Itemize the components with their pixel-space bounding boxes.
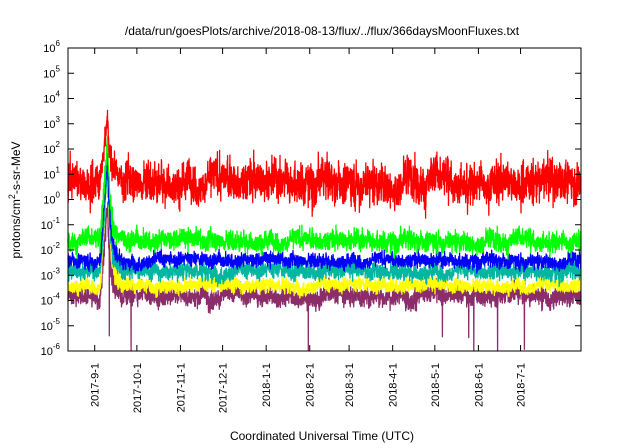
y-tick-label: 102 bbox=[43, 140, 60, 156]
x-tick-label: 2017-9-1 bbox=[90, 363, 102, 407]
y-tick-label-exp: -4 bbox=[53, 292, 61, 301]
y-tick-label: 105 bbox=[43, 64, 60, 80]
y-tick-label: 103 bbox=[43, 115, 60, 131]
y-axis-title-base: protons/cm bbox=[9, 199, 23, 258]
x-tick-label: 2018-4-1 bbox=[388, 363, 400, 407]
y-tick-label: 104 bbox=[43, 90, 60, 106]
y-tick-label: 100 bbox=[43, 191, 60, 207]
x-tick-label: 2018-2-1 bbox=[305, 363, 317, 407]
y-axis: 10-610-510-410-310-210-11001011021031041… bbox=[41, 39, 581, 358]
x-axis-title: Coordinated Universal Time (UTC) bbox=[230, 429, 414, 443]
x-tick-label: 2018-1-1 bbox=[261, 363, 273, 407]
x-axis: 2017-9-1 2017-10-1 2017-11-1 2017-12-1 2018-… bbox=[90, 48, 528, 413]
y-tick-label-exp: 1 bbox=[56, 165, 61, 174]
y-tick-label: 10-2 bbox=[41, 241, 61, 257]
series-line bbox=[67, 164, 582, 299]
y-tick-label-base: 10 bbox=[43, 144, 55, 156]
y-tick-label-base: 10 bbox=[41, 270, 53, 282]
y-tick-label-base: 10 bbox=[43, 195, 55, 207]
y-axis-title-sup: 2 bbox=[7, 194, 17, 199]
x-tick-label: 2018-5-1 bbox=[430, 363, 442, 407]
y-tick-label-base: 10 bbox=[41, 321, 53, 333]
y-tick-label: 10-5 bbox=[41, 317, 61, 333]
series-layer bbox=[67, 109, 582, 352]
y-tick-label-base: 10 bbox=[41, 220, 53, 232]
x-tick-label: 2017-11-1 bbox=[175, 363, 187, 412]
y-tick-label-exp: 2 bbox=[56, 140, 61, 149]
x-tick-label: 2018-3-1 bbox=[344, 363, 356, 407]
series-line bbox=[67, 149, 582, 274]
y-tick-label-exp: 4 bbox=[56, 90, 61, 99]
x-tick-label: 2017-12-1 bbox=[218, 363, 230, 413]
y-tick-label-exp: 3 bbox=[56, 115, 61, 124]
y-tick-label-exp: -3 bbox=[53, 266, 61, 275]
y-tick-label: 10-6 bbox=[41, 342, 61, 358]
y-tick-label-exp: -6 bbox=[53, 342, 61, 351]
x-tick-label: 2018-7-1 bbox=[516, 363, 528, 407]
y-axis-title: protons/cm2-s-sr-MeV bbox=[7, 141, 23, 258]
y-tick-label-exp: -1 bbox=[53, 216, 61, 225]
y-tick-label: 10-1 bbox=[41, 216, 61, 232]
y-tick-label-base: 10 bbox=[41, 346, 53, 358]
y-tick-label-base: 10 bbox=[41, 296, 53, 308]
y-tick-label-base: 10 bbox=[43, 68, 55, 80]
y-tick-label-base: 10 bbox=[43, 43, 55, 55]
y-tick-label-exp: 5 bbox=[56, 64, 61, 73]
y-tick-label-base: 10 bbox=[41, 245, 53, 257]
y-tick-label-base: 10 bbox=[43, 94, 55, 106]
series-line bbox=[67, 109, 582, 219]
y-tick-label: 10-3 bbox=[41, 266, 61, 282]
x-tick-label: 2018-6-1 bbox=[473, 363, 485, 407]
y-tick-label-exp: -5 bbox=[53, 317, 61, 326]
y-tick-label: 10-4 bbox=[41, 292, 61, 308]
y-tick-label: 101 bbox=[43, 165, 60, 181]
x-tick-label: 2017-10-1 bbox=[132, 363, 144, 413]
plot-frame bbox=[67, 47, 582, 352]
y-tick-label-base: 10 bbox=[43, 119, 55, 131]
series-line bbox=[67, 135, 582, 260]
y-axis-title-rest: -s-sr-MeV bbox=[9, 141, 23, 194]
y-tick-label-exp: 6 bbox=[56, 39, 61, 48]
y-tick-label-base: 10 bbox=[43, 169, 55, 181]
y-tick-label-exp: -2 bbox=[53, 241, 61, 250]
series-line bbox=[67, 162, 582, 288]
y-tick-label: 106 bbox=[43, 39, 60, 55]
y-tick-label-exp: 0 bbox=[56, 191, 61, 200]
chart-title: /data/run/goesPlots/archive/2018-08-13/f… bbox=[125, 24, 520, 38]
